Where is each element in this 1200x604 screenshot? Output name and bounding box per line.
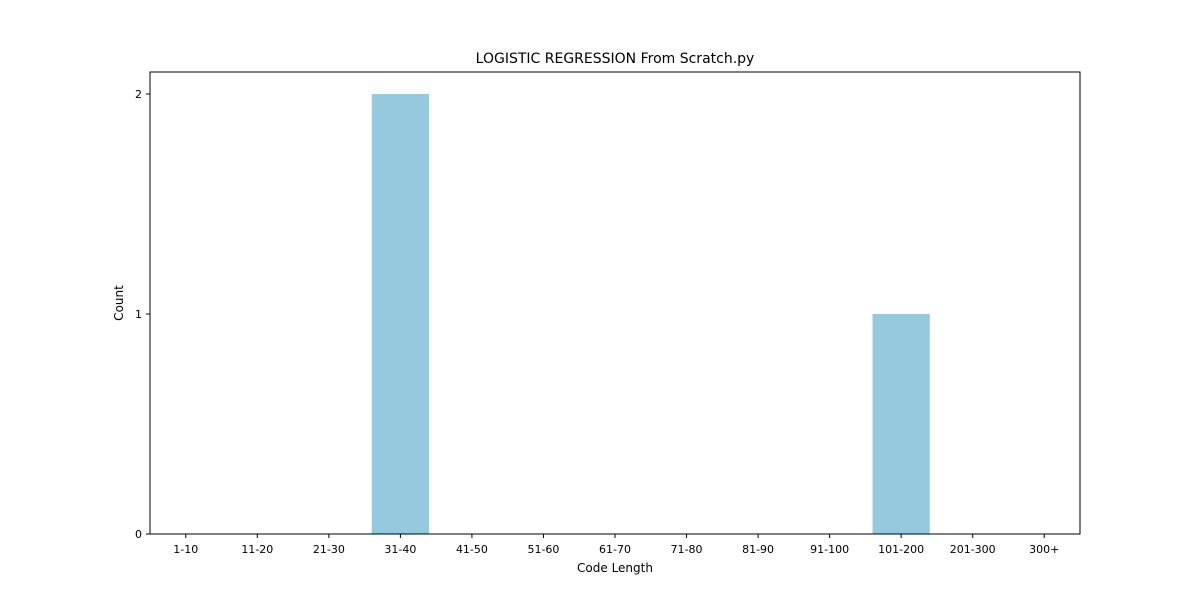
y-tick-label: 1 — [135, 308, 142, 321]
x-tick-label: 51-60 — [527, 543, 559, 556]
x-tick-label: 300+ — [1029, 543, 1059, 556]
x-tick-label: 1-10 — [173, 543, 198, 556]
x-tick-label: 11-20 — [241, 543, 273, 556]
x-tick-label: 61-70 — [599, 543, 631, 556]
x-tick-label: 41-50 — [456, 543, 488, 556]
y-tick-label: 0 — [135, 528, 142, 541]
x-tick-label: 91-100 — [810, 543, 849, 556]
x-tick-label: 101-200 — [878, 543, 924, 556]
chart-title: LOGISTIC REGRESSION From Scratch.py — [476, 51, 755, 67]
x-axis-label: Code Length — [577, 561, 653, 575]
bar-31-40 — [371, 94, 429, 534]
y-axis-label: Count — [112, 285, 126, 321]
x-tick-label: 31-40 — [384, 543, 416, 556]
x-tick-label: 71-80 — [671, 543, 703, 556]
axes-frame — [149, 71, 1081, 535]
x-tick-label: 201-300 — [950, 543, 996, 556]
y-axis: 0 1 2 — [135, 88, 150, 541]
x-tick-label: 21-30 — [313, 543, 345, 556]
x-axis: 1-10 11-20 21-30 31-40 41-50 51-60 61-70 71-80 8… — [173, 534, 1059, 556]
bars-layer — [371, 94, 930, 534]
bar-101-200 — [872, 314, 930, 534]
x-tick-label: 81-90 — [742, 543, 774, 556]
y-tick-label: 2 — [135, 88, 142, 101]
